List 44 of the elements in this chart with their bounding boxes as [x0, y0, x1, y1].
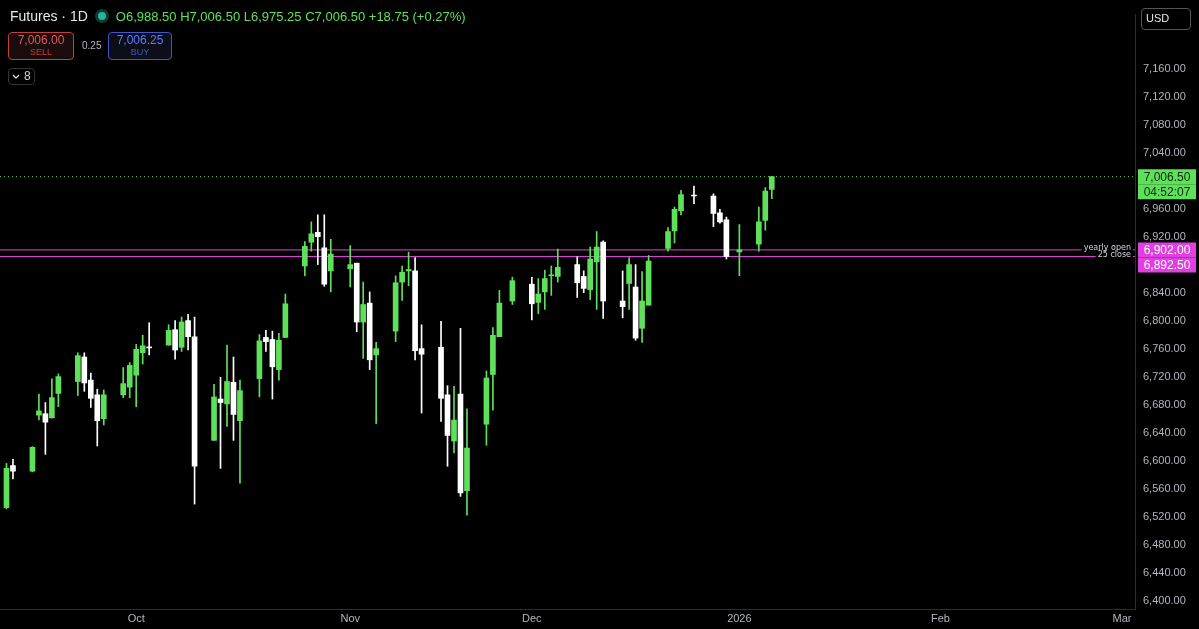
y-tick-label: 6,840.00	[1143, 286, 1186, 299]
y-tick-label: 6,560.00	[1143, 482, 1186, 495]
candlestick	[373, 341, 379, 424]
x-tick-label: Dec	[522, 612, 543, 625]
y-tick-label: 6,720.00	[1143, 370, 1186, 383]
y-tick-label: 7,040.00	[1143, 146, 1186, 159]
annotation: 0.25	[82, 40, 102, 51]
candlestick	[314, 214, 321, 265]
y-tick-label: 6,640.00	[1143, 426, 1186, 439]
candlestick	[347, 245, 354, 288]
text: USD	[1146, 12, 1170, 24]
y-tick-label: 6,800.00	[1143, 314, 1186, 327]
annotation: 7,006.00	[16, 33, 66, 47]
y-tick-label: 6,760.00	[1143, 342, 1186, 355]
y-tick-label: 6,480.00	[1143, 538, 1186, 551]
candlestick	[535, 278, 542, 314]
annotation: 7,006.25	[115, 33, 165, 47]
annotation: 8	[24, 69, 31, 83]
y-tick-label: 6,960.00	[1143, 202, 1186, 215]
y-tick-label: 7,080.00	[1143, 118, 1186, 131]
ref-line-label: 25 close	[1097, 249, 1132, 259]
x-tick-label: 2026	[727, 612, 752, 625]
y-tick-label: 6,520.00	[1143, 510, 1186, 523]
text: 7,006.50	[1143, 169, 1191, 184]
text: 6,902.00	[1143, 242, 1191, 257]
y-tick-label: 6,680.00	[1143, 398, 1186, 411]
ref-line-label: yearly open	[1083, 242, 1131, 252]
y-tick-label: 6,400.00	[1143, 594, 1186, 607]
annotation: SELL	[29, 47, 53, 57]
y-tick-label: 6,920.00	[1143, 230, 1186, 243]
text: 6,892.50	[1143, 257, 1191, 272]
annotation: BUY	[129, 47, 151, 57]
candlestick	[360, 281, 367, 359]
x-tick-label: Nov	[340, 612, 361, 625]
chart-subtitle: O6,988.50 H7,006.50 L6,975.25 C7,006.50 +18.75 (+0.27%)	[115, 8, 466, 24]
chart-title: Futures · 1D	[10, 8, 88, 24]
y-tick-label: 6,440.00	[1143, 566, 1186, 579]
y-tick-label: 7,120.00	[1143, 90, 1186, 103]
x-tick-label: Feb	[930, 612, 950, 625]
text: 04:52:07	[1143, 184, 1191, 199]
x-tick-label: Oct	[127, 612, 145, 625]
x-tick-label: Mar	[1112, 612, 1132, 625]
y-tick-label: 7,160.00	[1143, 62, 1186, 75]
y-tick-label: 6,600.00	[1143, 454, 1186, 467]
